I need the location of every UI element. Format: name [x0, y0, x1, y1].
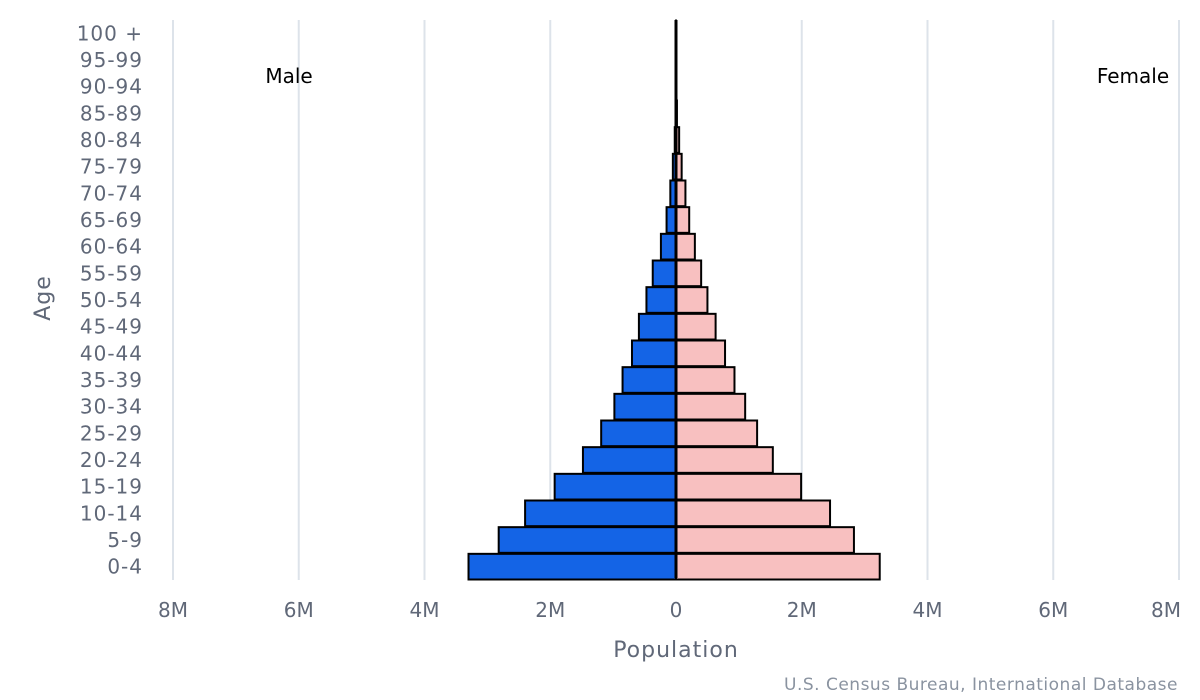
y-tick-label: 80-84: [80, 128, 143, 152]
y-tick-label: 40-44: [80, 341, 143, 365]
bar-female-30-34[interactable]: [675, 392, 747, 421]
bar-male-25-29[interactable]: [600, 419, 678, 448]
bar-female-60-64[interactable]: [675, 232, 696, 261]
bar-male-0-4[interactable]: [467, 552, 678, 581]
y-tick-label: 85-89: [80, 101, 143, 125]
legend-label-male[interactable]: Male: [265, 64, 312, 88]
y-tick-label: 35-39: [80, 368, 143, 392]
y-tick-label: 0-4: [107, 555, 143, 579]
x-tick-label: 2M: [787, 598, 817, 622]
bars: [467, 19, 881, 581]
bar-male-20-24[interactable]: [581, 446, 678, 474]
y-tick-label: 20-24: [80, 448, 143, 472]
x-tick-label: 8M: [158, 598, 188, 622]
bar-female-45-49[interactable]: [675, 312, 717, 341]
y-tick-label: 95-99: [80, 48, 143, 72]
bar-female-10-14[interactable]: [675, 499, 832, 528]
y-tick-label: 30-34: [80, 395, 143, 419]
bar-male-10-14[interactable]: [524, 499, 677, 528]
x-tick-label: 6M: [1038, 598, 1068, 622]
bar-female-20-24[interactable]: [675, 446, 774, 474]
y-tick-label: 5-9: [107, 528, 143, 552]
x-axis-ticks: 8M 6M 4M 2M 0 2M 4M 6M 8M: [158, 598, 1181, 622]
y-tick-label: 45-49: [80, 315, 143, 339]
bar-female-65-69[interactable]: [675, 206, 691, 234]
bar-male-5-9[interactable]: [497, 526, 677, 554]
y-tick-label: 60-64: [80, 235, 143, 259]
bar-male-55-59[interactable]: [651, 259, 678, 288]
y-axis-title: Age: [31, 275, 56, 321]
x-axis-title: Population: [613, 638, 739, 663]
bar-male-35-39[interactable]: [621, 366, 678, 394]
bar-female-5-9[interactable]: [675, 526, 855, 554]
y-tick-label: 100 +: [77, 21, 143, 45]
y-tick-label: 50-54: [80, 288, 143, 312]
legend-label-female[interactable]: Female: [1097, 64, 1169, 88]
x-tick-label: 2M: [535, 598, 565, 622]
x-tick-label: 8M: [1151, 598, 1181, 622]
bar-female-40-44[interactable]: [675, 339, 727, 368]
y-tick-label: 90-94: [80, 75, 143, 99]
x-tick-label: 6M: [284, 598, 314, 622]
bar-male-60-64[interactable]: [659, 232, 677, 261]
y-tick-label: 75-79: [80, 155, 143, 179]
bar-female-50-54[interactable]: [675, 286, 709, 314]
bar-male-40-44[interactable]: [630, 339, 677, 368]
y-tick-label: 10-14: [80, 501, 143, 525]
bar-female-55-59[interactable]: [675, 259, 703, 288]
y-tick-label: 55-59: [80, 261, 143, 285]
y-tick-label: 15-19: [80, 475, 143, 499]
bar-female-25-29[interactable]: [675, 419, 759, 448]
y-tick-label: 70-74: [80, 181, 143, 205]
x-tick-label: 0: [670, 598, 683, 622]
bar-male-30-34[interactable]: [613, 392, 678, 421]
bar-male-45-49[interactable]: [637, 312, 677, 341]
bar-male-50-54[interactable]: [645, 286, 677, 314]
y-tick-label: 25-29: [80, 421, 143, 445]
x-tick-label: 4M: [410, 598, 440, 622]
bar-female-0-4[interactable]: [675, 552, 881, 581]
bar-female-15-19[interactable]: [675, 472, 803, 501]
bar-male-15-19[interactable]: [553, 472, 677, 501]
y-tick-label: 65-69: [80, 208, 143, 232]
x-tick-label: 4M: [913, 598, 943, 622]
source-credit[interactable]: U.S. Census Bureau, International Databa…: [784, 675, 1178, 695]
bar-female-35-39[interactable]: [675, 366, 736, 394]
